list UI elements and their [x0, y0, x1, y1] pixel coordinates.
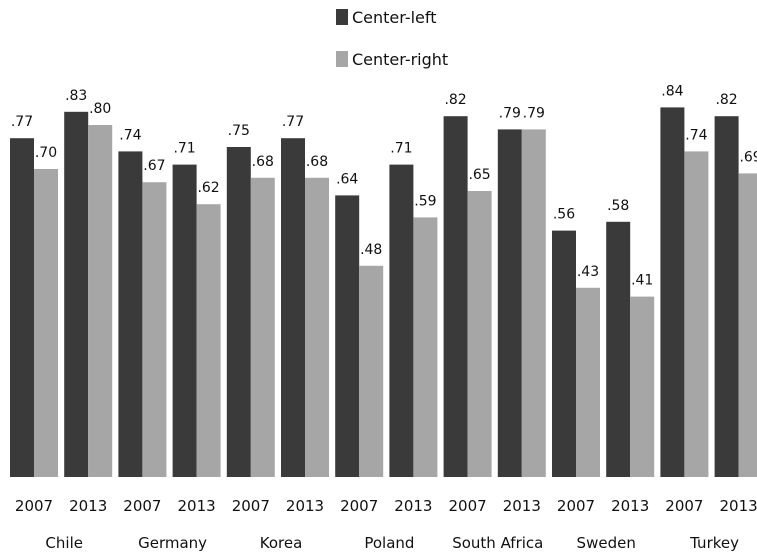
bars	[10, 107, 757, 478]
bar-center-right	[630, 296, 655, 477]
bar-center-left	[389, 164, 414, 477]
data-label: .79	[499, 105, 521, 121]
x-tick-label-year: 2007	[449, 497, 487, 515]
x-tick-label-year: 2013	[69, 497, 107, 515]
legend-swatch-center-left	[336, 9, 348, 25]
data-label: .84	[661, 83, 683, 99]
data-label: .83	[65, 88, 87, 104]
data-label: .62	[197, 180, 219, 196]
data-label: .77	[11, 114, 33, 130]
x-group-label-country: South Africa	[452, 534, 543, 552]
x-tick-label-year: 2007	[232, 497, 270, 515]
bar-center-left	[172, 164, 197, 477]
data-label: .43	[577, 264, 599, 280]
data-label: .58	[607, 198, 629, 214]
data-labels: .77.70.83.80.74.67.71.62.75.68.77.68.64.…	[11, 83, 757, 288]
bar-center-right	[576, 287, 600, 477]
bar-center-right	[684, 151, 709, 477]
bar-center-left	[281, 138, 305, 477]
data-label: .65	[468, 167, 490, 183]
legend: Center-left Center-right	[336, 8, 448, 69]
legend-label: Center-right	[352, 50, 448, 69]
x-group-label-country: Chile	[45, 534, 83, 552]
x-tick-label-year: 2013	[720, 497, 757, 515]
x-group-label-country: Korea	[260, 534, 303, 552]
x-tick-label-year: 2013	[286, 497, 324, 515]
bar-center-left	[118, 151, 143, 477]
data-label: .56	[553, 207, 575, 223]
data-label: .68	[306, 154, 328, 170]
x-tick-label-year: 2007	[15, 497, 53, 515]
data-label: .41	[631, 273, 653, 289]
data-label: .69	[739, 149, 757, 165]
data-label: .71	[390, 141, 412, 157]
data-label: .64	[336, 171, 358, 187]
bar-center-right	[413, 217, 438, 477]
bar-center-right	[738, 173, 757, 477]
bar-center-left	[497, 129, 522, 477]
bar-center-right	[305, 177, 329, 478]
x-group-label-country: Germany	[138, 534, 207, 552]
x-tick-label-year: 2013	[178, 497, 216, 515]
bar-center-right	[88, 125, 113, 477]
data-label: .82	[715, 92, 737, 108]
x-tick-label-year: 2013	[611, 497, 649, 515]
bar-center-left	[64, 111, 89, 478]
bar-center-right	[142, 182, 167, 477]
data-label: .79	[523, 105, 545, 121]
legend-label: Center-left	[352, 8, 437, 27]
data-label: .77	[282, 114, 304, 130]
bar-center-left	[443, 116, 468, 477]
legend-swatch-center-right	[336, 51, 348, 67]
x-tick-label-year: 2013	[394, 497, 432, 515]
x-tick-label-year: 2007	[665, 497, 703, 515]
x-tick-label-year: 2013	[503, 497, 541, 515]
x-group-label-country: Turkey	[689, 534, 739, 552]
x-axis-labels: 2007 2013 Chile 2007 2013 Germany 2007 2013 Kore…	[15, 497, 757, 552]
x-tick-label-year: 2007	[340, 497, 378, 515]
data-label: .68	[252, 154, 274, 170]
bar-center-right	[521, 129, 546, 477]
data-label: .82	[444, 92, 466, 108]
bar-center-left	[335, 195, 360, 477]
bar-center-left	[10, 138, 34, 477]
x-tick-label-year: 2007	[123, 497, 161, 515]
data-label: .80	[89, 101, 111, 117]
bar-center-left	[606, 221, 631, 477]
bar-center-right	[467, 191, 492, 477]
bar-center-left	[226, 147, 251, 477]
data-label: .48	[360, 242, 382, 258]
data-label: .75	[228, 123, 250, 139]
x-group-label-country: Poland	[364, 534, 414, 552]
bar-center-left	[552, 230, 576, 477]
data-label: .74	[685, 127, 707, 143]
bar-center-right	[359, 265, 384, 477]
x-tick-label-year: 2007	[557, 497, 595, 515]
data-label: .74	[119, 127, 141, 143]
bar-center-right	[250, 177, 275, 478]
data-label: .67	[143, 158, 165, 174]
bar-center-left	[660, 107, 685, 478]
data-label: .71	[173, 141, 195, 157]
x-group-label-country: Sweden	[577, 534, 636, 552]
data-label: .59	[414, 193, 436, 209]
bar-center-left	[714, 116, 739, 477]
bar-center-right	[34, 169, 58, 477]
data-label: .70	[35, 145, 57, 161]
bar-center-right	[196, 204, 221, 477]
